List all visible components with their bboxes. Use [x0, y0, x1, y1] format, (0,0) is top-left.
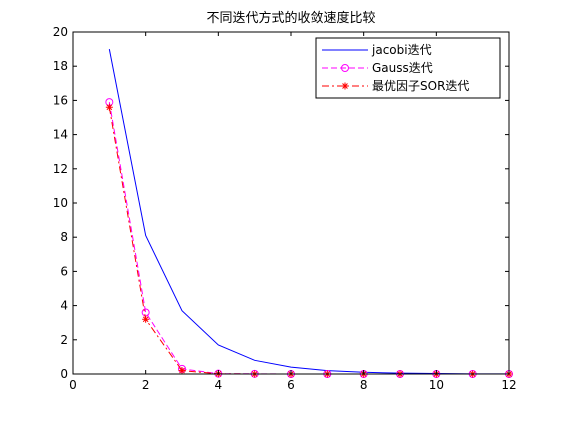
y-tick-label: 20 [53, 25, 68, 39]
y-tick-label: 10 [53, 196, 68, 210]
x-tick-label: 10 [429, 378, 444, 392]
y-tick-label: 6 [60, 264, 68, 278]
legend-label: Gauss迭代 [372, 61, 433, 75]
x-tick-label: 4 [215, 378, 223, 392]
x-tick-label: 6 [287, 378, 295, 392]
y-tick-label: 12 [53, 162, 68, 176]
y-tick-label: 18 [53, 59, 68, 73]
y-tick-label: 16 [53, 93, 68, 107]
x-tick-label: 8 [360, 378, 368, 392]
series-3-point [178, 367, 186, 375]
y-tick-label: 4 [60, 299, 68, 313]
legend-label: jacobi迭代 [371, 43, 432, 57]
y-tick-label: 0 [60, 367, 68, 381]
y-tick-label: 14 [53, 128, 68, 142]
chart-title: 不同迭代方式的收敛速度比较 [206, 10, 375, 26]
y-tick-label: 2 [60, 333, 68, 347]
series-3-point [142, 315, 150, 323]
series-3-point [105, 103, 113, 111]
x-tick-label: 0 [69, 378, 77, 392]
legend-swatch-marker [341, 64, 349, 72]
legend-label: 最优因子SOR迭代 [372, 79, 469, 93]
x-tick-label: 12 [501, 378, 516, 392]
legend-swatch-marker [341, 82, 349, 90]
x-tick-label: 2 [142, 378, 150, 392]
y-tick-label: 8 [60, 230, 68, 244]
